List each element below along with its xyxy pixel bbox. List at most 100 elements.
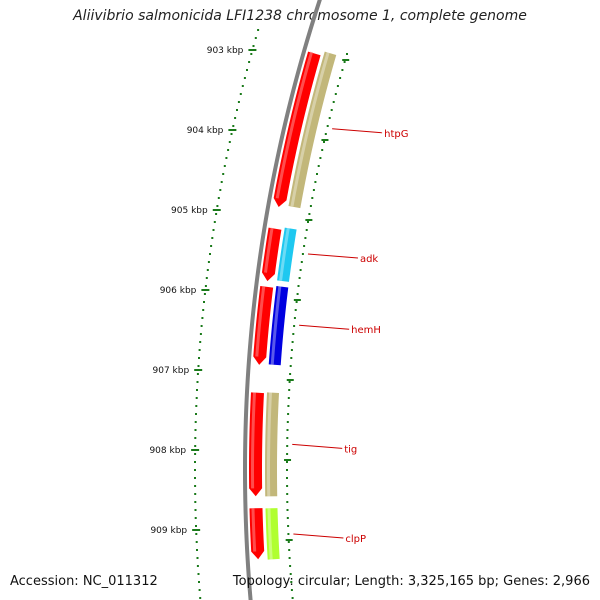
minor-tick-dot [309, 205, 312, 207]
minor-tick-dot [223, 165, 226, 167]
minor-tick-dot [241, 85, 244, 87]
minor-tick-dot [196, 565, 199, 567]
minor-tick-dot [252, 45, 255, 47]
minor-tick-dot [286, 509, 289, 511]
minor-tick-dot [286, 517, 289, 519]
minor-tick-dot [196, 557, 199, 559]
minor-tick-dot [312, 189, 315, 191]
gene-hemH[interactable]: hemH [253, 286, 381, 366]
minor-tick-dot [250, 53, 253, 55]
cds-highlight [251, 392, 256, 489]
minor-tick-dot [293, 317, 296, 319]
gene-label: hemH [351, 325, 381, 336]
gene-tig[interactable]: tig [249, 392, 357, 497]
minor-tick-dot [291, 341, 294, 343]
minor-tick-dot [200, 325, 203, 327]
cds-arrow [273, 51, 321, 208]
minor-tick-dot [206, 269, 209, 271]
minor-tick-dot [294, 309, 297, 311]
minor-tick-dot [202, 309, 205, 311]
minor-tick-dot [212, 229, 215, 231]
cds-highlight [275, 51, 314, 199]
minor-tick-dot [203, 301, 205, 303]
minor-tick-dot [199, 333, 202, 335]
minor-tick-dot [194, 493, 197, 495]
minor-tick-dot [205, 277, 208, 279]
minor-tick-dot [195, 533, 198, 535]
minor-tick-dot [194, 461, 196, 463]
minor-tick-dot [197, 365, 200, 367]
minor-tick-dot [219, 189, 222, 191]
minor-tick-dot [217, 197, 220, 199]
cds-highlight [251, 508, 257, 552]
minor-tick-dot [295, 301, 298, 303]
minor-tick-dot [207, 261, 210, 263]
gene-features: htpG adk hemH tig clpP [249, 51, 409, 560]
minor-tick-dot [288, 381, 291, 383]
minor-tick-dot [198, 581, 200, 583]
minor-tick-dot [228, 141, 231, 143]
tick-label: 906 kbp [160, 286, 197, 296]
minor-tick-dot [286, 477, 288, 479]
minor-tick-dot [343, 61, 346, 63]
genome-backbone [242, 0, 322, 600]
gene-band [265, 392, 279, 497]
label-leader [299, 324, 350, 330]
minor-tick-dot [287, 413, 290, 415]
gene-label: tig [344, 444, 357, 455]
minor-tick-dot [287, 541, 290, 543]
minor-tick-dot [222, 173, 225, 175]
minor-tick-dot [196, 373, 199, 375]
minor-tick-dot [248, 61, 251, 63]
gene-adk[interactable]: adk [261, 227, 378, 282]
minor-tick-dot [199, 341, 202, 343]
tick-label: 908 kbp [149, 446, 186, 456]
minor-tick-dot [332, 101, 335, 103]
minor-tick-dot [286, 453, 289, 455]
minor-tick-dot [299, 269, 302, 271]
minor-tick-dot [287, 405, 290, 407]
minor-tick-dot [195, 541, 198, 543]
gene-band-highlight [279, 227, 290, 281]
label-leader [293, 533, 344, 539]
minor-tick-dot [287, 533, 290, 535]
minor-tick-dot [246, 69, 248, 71]
minor-tick-dot [339, 77, 342, 79]
gene-label: adk [360, 254, 378, 265]
minor-tick-dot [308, 213, 311, 215]
minor-tick-dot [341, 69, 344, 71]
minor-tick-dot [286, 493, 289, 495]
gene-band [288, 51, 337, 209]
minor-tick-dot [194, 485, 197, 487]
gene-clpP[interactable]: clpP [249, 508, 366, 560]
minor-tick-dot [334, 93, 337, 95]
minor-tick-dot [194, 469, 196, 471]
minor-tick-dot [304, 237, 307, 239]
minor-tick-dot [286, 445, 289, 447]
minor-tick-dot [210, 245, 213, 247]
minor-tick-dot [204, 285, 207, 287]
minor-tick-dot [194, 421, 197, 423]
minor-tick-dot [232, 125, 235, 127]
minor-tick-dot [316, 173, 318, 175]
minor-tick-dot [288, 389, 291, 391]
minor-tick-dot [201, 317, 204, 319]
minor-tick-dot [239, 93, 242, 95]
minor-tick-dot [215, 213, 218, 215]
minor-tick-dot [287, 397, 290, 399]
minor-tick-dot [292, 333, 295, 335]
gene-band [268, 286, 289, 366]
minor-tick-dot [291, 597, 294, 599]
gene-htpG[interactable]: htpG [273, 51, 409, 209]
kbp-ticks: 903 kbp 904 kbp 905 kbp 906 kbp 907 kbp 908 k… [149, 46, 350, 541]
outer-tick-dots [286, 53, 348, 599]
minor-tick-dot [196, 389, 198, 391]
minor-tick-dot [198, 589, 201, 591]
minor-tick-dot [317, 165, 320, 167]
minor-tick-dot [326, 125, 329, 127]
gene-label: htpG [384, 129, 408, 140]
minor-tick-dot [289, 565, 292, 567]
minor-tick-dot [298, 277, 301, 279]
minor-tick-dot [194, 445, 197, 447]
minor-tick-dot [236, 109, 238, 111]
